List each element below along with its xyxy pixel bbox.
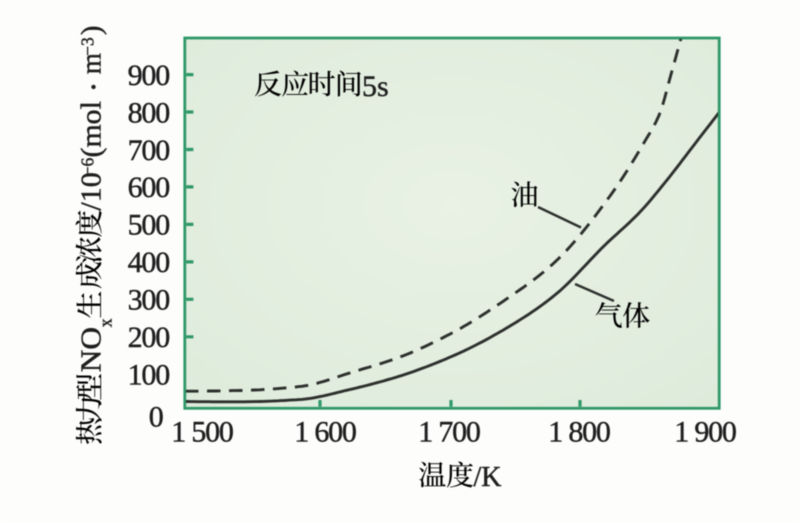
svg-text:300: 300 — [128, 284, 170, 317]
svg-text:1 500: 1 500 — [171, 416, 233, 449]
svg-text:0: 0 — [149, 401, 163, 434]
svg-text:−6: −6 — [78, 157, 98, 176]
svg-text:600: 600 — [128, 171, 170, 204]
svg-text:1 700: 1 700 — [418, 416, 480, 449]
svg-text:x: x — [96, 318, 116, 327]
svg-text:(mol: (mol — [77, 101, 108, 158]
svg-text:200: 200 — [128, 321, 170, 354]
svg-text:5s: 5s — [362, 70, 389, 103]
svg-text:·: · — [76, 81, 113, 92]
svg-text:100: 100 — [128, 359, 170, 392]
svg-text:500: 500 — [128, 209, 170, 242]
svg-text:800: 800 — [128, 96, 170, 129]
svg-text:900: 900 — [128, 59, 170, 92]
svg-text:): ) — [77, 26, 108, 36]
svg-text:m: m — [77, 53, 108, 74]
svg-text:/K: /K — [474, 462, 502, 493]
svg-text:−3: −3 — [78, 37, 98, 56]
svg-text:/10: /10 — [77, 172, 108, 210]
svg-text:400: 400 — [128, 246, 170, 279]
svg-text:1 800: 1 800 — [548, 416, 610, 449]
svg-text:700: 700 — [128, 134, 170, 167]
svg-text:1 600: 1 600 — [294, 416, 356, 449]
svg-text:1 900: 1 900 — [674, 416, 736, 449]
svg-text:NO: NO — [77, 327, 108, 372]
